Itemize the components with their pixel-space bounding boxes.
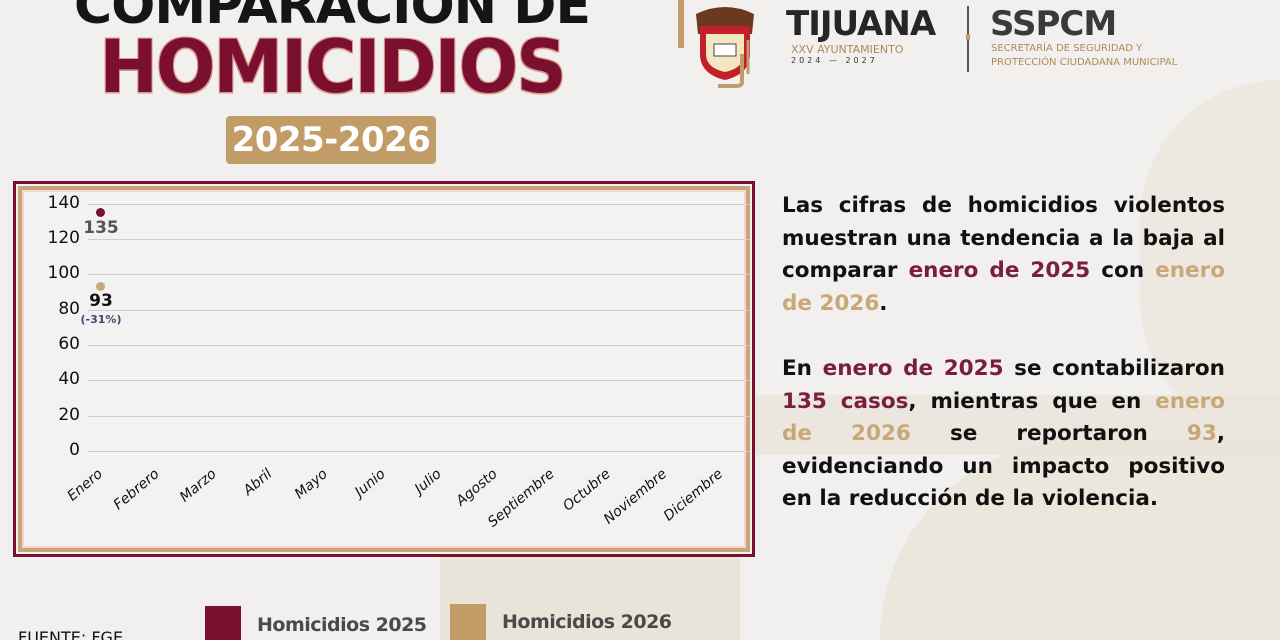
gridline [88, 345, 749, 346]
gridline [88, 239, 749, 240]
text-run: , mientras que en [908, 388, 1156, 414]
x-tick: Marzo [176, 466, 220, 506]
gridline [88, 204, 749, 205]
legend-swatch-2025 [205, 606, 241, 640]
y-tick: 120 [47, 228, 80, 248]
highlight-count-2026: 93 [1186, 421, 1217, 446]
agency-subtitle-2: PROTECCIÓN CIUDADANA MUNICIPAL [991, 57, 1178, 68]
chart-frame: 140 120 100 80 60 40 20 0 135 93 (-31%) … [13, 181, 755, 557]
data-label-2025: 135 [83, 218, 119, 238]
city-term: 2024 — 2027 [791, 56, 878, 65]
gridline [88, 380, 749, 381]
highlight-2025: enero de 2025 [908, 258, 1091, 283]
city-subtitle: XXV AYUNTAMIENTO [791, 43, 904, 56]
page-title-line1: COMPARACIÓN DE [73, 0, 591, 36]
highlight-2025: enero de 2025 [822, 356, 1004, 381]
y-tick: 20 [58, 405, 80, 425]
text-run: , evidenciando un impacto positivo en la… [782, 421, 1226, 511]
highlight-2026: enero de 2026 [782, 388, 1226, 447]
text-run: se contabilizaron [1003, 356, 1225, 381]
agency-name: SSPCM [990, 4, 1117, 44]
y-tick: 0 [69, 440, 80, 460]
gridline [88, 416, 749, 417]
summary-paragraph-1: Las cifras de homicidios violentos muest… [782, 190, 1225, 320]
text-run: En [782, 356, 823, 381]
x-tick: Diciembre [661, 466, 727, 525]
y-tick: 140 [47, 193, 80, 213]
gridline [88, 451, 749, 452]
page-title-line2: HOMICIDIOS [99, 23, 566, 111]
gridline [88, 274, 749, 275]
x-tick: Enero [64, 466, 107, 505]
header-divider-accent [966, 34, 970, 40]
legend-label-2026: Homicidios 2026 [502, 611, 672, 633]
highlight-2026: enero de 2026 [782, 258, 1225, 316]
legend-swatch-2026 [450, 604, 486, 640]
city-name: TIJUANA [786, 4, 936, 44]
source-note: FUENTE: FGE [18, 628, 124, 640]
y-tick: 80 [58, 299, 80, 319]
gridline [88, 310, 749, 311]
text-run: se reportaron [910, 421, 1187, 446]
y-tick: 100 [47, 263, 80, 283]
text-run: Las cifras de homicidios violentos muest… [782, 193, 1225, 283]
legend-label-2025: Homicidios 2025 [257, 614, 427, 636]
x-tick: Agosto [452, 466, 501, 510]
data-point-2026-enero [96, 282, 105, 291]
summary-paragraph-2: En enero de 2025 se contabilizaron 135 c… [782, 353, 1225, 516]
x-tick: Julio [411, 466, 445, 498]
tijuana-crest-icon [696, 7, 754, 88]
year-badge: 2025-2026 [226, 116, 436, 164]
data-point-2025-enero [96, 208, 105, 217]
text-run: con [1090, 258, 1156, 283]
decorative-bar [678, 0, 684, 48]
y-tick: 40 [58, 369, 80, 389]
x-tick: Abril [240, 466, 276, 499]
highlight-count-2025: 135 casos [782, 388, 909, 414]
x-tick: Mayo [292, 466, 332, 503]
text-run: . [879, 290, 888, 316]
y-tick: 60 [58, 334, 80, 354]
x-tick: Junio [351, 466, 389, 501]
x-tick: Febrero [110, 466, 163, 514]
x-tick: Octubre [559, 466, 614, 515]
agency-subtitle-1: SECRETARÍA DE SEGURIDAD Y [991, 43, 1143, 54]
change-label: (-31%) [80, 313, 122, 326]
data-label-2026: 93 [89, 291, 113, 311]
